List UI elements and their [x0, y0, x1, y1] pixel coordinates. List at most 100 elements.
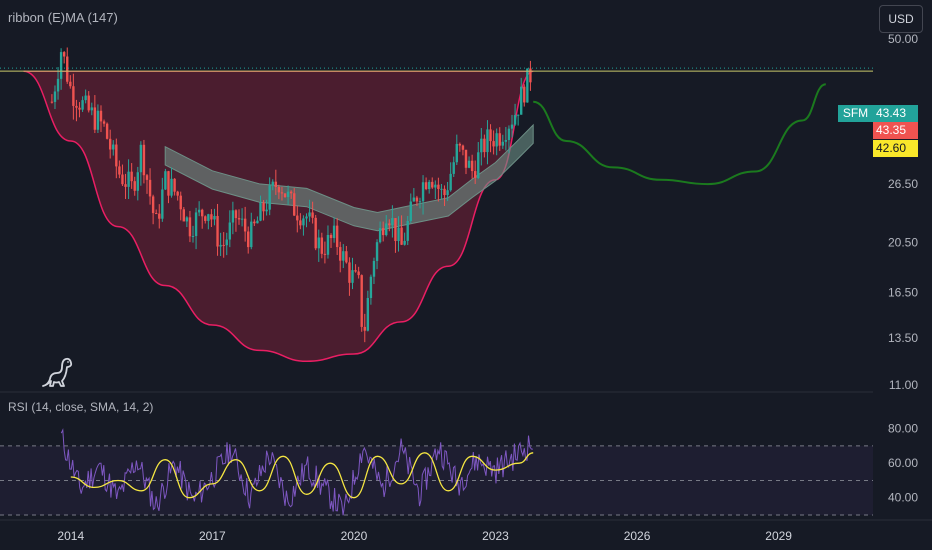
candles-layer	[50, 47, 532, 343]
candle-body	[207, 214, 210, 221]
candle-body	[142, 144, 146, 176]
candle-body	[222, 244, 225, 246]
candle-body	[452, 162, 455, 174]
candle-body	[501, 141, 505, 146]
candle-body	[332, 225, 336, 239]
time-tick-label: 2026	[624, 529, 651, 543]
candle-body	[283, 193, 287, 198]
candle-body	[335, 225, 339, 248]
time-tick-label: 2020	[341, 529, 368, 543]
candle-body	[286, 191, 290, 198]
candle-body	[96, 110, 100, 130]
candle-body	[504, 140, 508, 142]
candle-body	[69, 81, 72, 87]
candle-body	[197, 209, 201, 213]
candle-body	[302, 218, 305, 226]
candle-body	[526, 68, 529, 103]
candle-body	[253, 221, 256, 224]
candle-body	[66, 56, 69, 82]
candle-body	[139, 144, 143, 173]
candle-body	[87, 95, 90, 111]
price-tick-label: 26.50	[888, 177, 918, 191]
candle-body	[427, 181, 431, 190]
dinosaur-logo-icon[interactable]	[40, 355, 76, 389]
candle-body	[513, 115, 517, 125]
candle-body	[305, 216, 308, 219]
candle-body	[204, 216, 207, 221]
candle-body	[225, 239, 228, 246]
candle-body	[329, 234, 333, 239]
price-tick-label: 50.00	[888, 32, 918, 46]
candle-body	[516, 114, 520, 116]
candle-body	[489, 129, 492, 142]
candle-body	[299, 220, 302, 226]
candle-body	[99, 110, 103, 122]
candle-body	[170, 178, 173, 196]
candle-body	[154, 213, 158, 215]
candle-body	[363, 326, 366, 331]
candle-body	[424, 182, 428, 190]
candle-body	[118, 166, 121, 175]
candle-body	[388, 223, 391, 226]
rsi-axis[interactable]: 80.00 60.00 40.00	[888, 422, 918, 505]
candle-body	[403, 240, 406, 245]
candle-body	[326, 234, 330, 255]
rsi-tick-label: 60.00	[888, 456, 918, 470]
candle-body	[412, 197, 416, 202]
candle-body	[372, 260, 376, 277]
candle-body	[164, 171, 167, 190]
candle-body	[240, 218, 244, 220]
candle-body	[201, 209, 204, 217]
candle-body	[133, 181, 136, 191]
candle-body	[391, 218, 394, 226]
candle-body	[461, 145, 465, 150]
candle-body	[182, 209, 186, 222]
candle-body	[185, 217, 189, 222]
candle-body	[360, 275, 363, 327]
time-axis[interactable]: 2014 2017 2020 2023 2026 2029	[0, 519, 932, 543]
candle-body	[78, 107, 81, 110]
indicator-legend[interactable]: ribbon (E)MA (147)	[8, 10, 118, 25]
price-tick-label: 16.50	[888, 285, 918, 299]
candle-body	[268, 185, 271, 210]
candle-body	[520, 86, 523, 115]
candle-body	[277, 187, 281, 193]
candle-body	[179, 195, 182, 210]
candle-body	[351, 270, 354, 283]
candle-body	[314, 217, 317, 249]
candle-body	[510, 124, 514, 129]
candle-body	[311, 212, 314, 218]
candle-body	[124, 184, 127, 187]
candle-body	[176, 191, 179, 196]
candle-body	[409, 201, 412, 222]
candle-body	[271, 181, 274, 186]
candle-body	[188, 217, 192, 237]
currency-button[interactable]: USD	[879, 5, 923, 33]
candle-body	[59, 52, 63, 79]
candle-body	[385, 223, 388, 236]
candle-body	[293, 193, 296, 216]
candle-body	[400, 227, 403, 245]
candle-body	[280, 192, 284, 194]
candle-body	[458, 143, 462, 146]
candle-body	[145, 175, 149, 180]
candle-body	[136, 172, 139, 191]
candle-body	[289, 191, 293, 194]
candle-body	[342, 251, 345, 261]
candle-body	[397, 227, 400, 242]
price-tick-label: 20.50	[888, 236, 918, 250]
candle-body	[62, 52, 66, 57]
candle-body	[161, 189, 164, 219]
candle-body	[323, 253, 327, 255]
candle-body	[247, 231, 250, 248]
candle-body	[108, 138, 112, 150]
rsi-legend[interactable]: RSI (14, close, SMA, 14, 2)	[8, 400, 154, 414]
candle-body	[102, 121, 106, 124]
candle-body	[523, 86, 526, 103]
candle-body	[507, 128, 511, 141]
candle-body	[115, 144, 118, 167]
projection-layer	[532, 83, 827, 186]
candle-body	[495, 133, 498, 147]
